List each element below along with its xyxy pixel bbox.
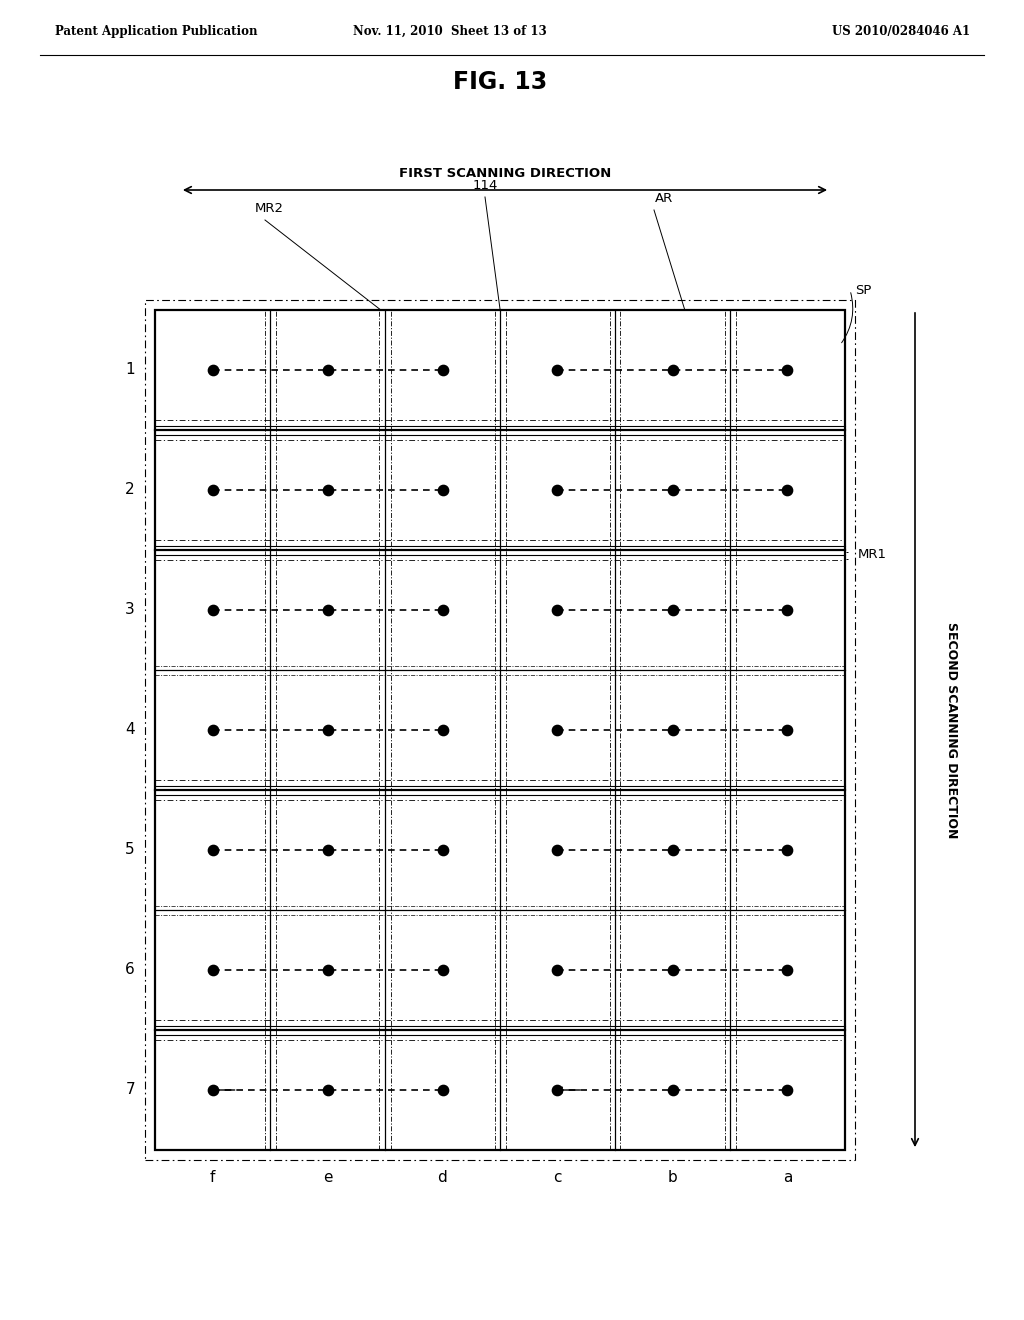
Point (665, 719, 681, 741)
Point (434, 359, 451, 380)
Point (434, 599, 451, 620)
Text: FIRST SCANNING DIRECTION: FIRST SCANNING DIRECTION (399, 168, 611, 180)
Text: 114: 114 (472, 180, 498, 191)
Point (779, 1080, 796, 1101)
Text: 4: 4 (125, 722, 135, 738)
Text: d: d (437, 1170, 447, 1185)
Text: f: f (210, 1170, 215, 1185)
Text: SECOND SCANNING DIRECTION: SECOND SCANNING DIRECTION (945, 622, 958, 838)
Point (665, 840, 681, 861)
Text: b: b (668, 1170, 677, 1185)
Text: 5: 5 (125, 842, 135, 858)
Point (319, 599, 336, 620)
Point (205, 960, 221, 981)
Point (549, 479, 565, 500)
Text: Patent Application Publication: Patent Application Publication (55, 25, 257, 38)
Point (549, 719, 565, 741)
Point (779, 599, 796, 620)
Point (665, 960, 681, 981)
Text: 7: 7 (125, 1082, 135, 1097)
Bar (145, 300, 855, 1160)
Text: Nov. 11, 2010  Sheet 13 of 13: Nov. 11, 2010 Sheet 13 of 13 (353, 25, 547, 38)
Text: 2: 2 (125, 483, 135, 498)
Point (434, 960, 451, 981)
Point (205, 359, 221, 380)
Point (665, 1080, 681, 1101)
Point (549, 840, 565, 861)
Point (779, 479, 796, 500)
Point (319, 840, 336, 861)
Point (549, 1080, 565, 1101)
Point (549, 359, 565, 380)
Point (434, 840, 451, 861)
Point (779, 719, 796, 741)
Point (205, 840, 221, 861)
Point (205, 599, 221, 620)
Point (205, 479, 221, 500)
Point (319, 359, 336, 380)
Point (319, 479, 336, 500)
Text: SP: SP (855, 284, 871, 297)
Text: e: e (323, 1170, 332, 1185)
Point (434, 719, 451, 741)
Text: FIG. 13: FIG. 13 (453, 70, 547, 94)
Text: MR2: MR2 (255, 202, 284, 215)
Text: AR: AR (655, 191, 673, 205)
Point (205, 719, 221, 741)
Text: 6: 6 (125, 962, 135, 978)
Point (319, 719, 336, 741)
Point (434, 479, 451, 500)
Point (549, 960, 565, 981)
Text: US 2010/0284046 A1: US 2010/0284046 A1 (831, 25, 970, 38)
Point (779, 359, 796, 380)
Point (319, 960, 336, 981)
Point (205, 1080, 221, 1101)
Point (779, 840, 796, 861)
Text: a: a (782, 1170, 793, 1185)
Text: 3: 3 (125, 602, 135, 618)
Text: 1: 1 (125, 363, 135, 378)
Point (665, 599, 681, 620)
Point (665, 359, 681, 380)
Bar (155, 310, 845, 1150)
Point (549, 599, 565, 620)
Point (434, 1080, 451, 1101)
Text: c: c (553, 1170, 562, 1185)
Text: MR1: MR1 (858, 549, 887, 561)
Point (779, 960, 796, 981)
Point (319, 1080, 336, 1101)
Point (665, 479, 681, 500)
